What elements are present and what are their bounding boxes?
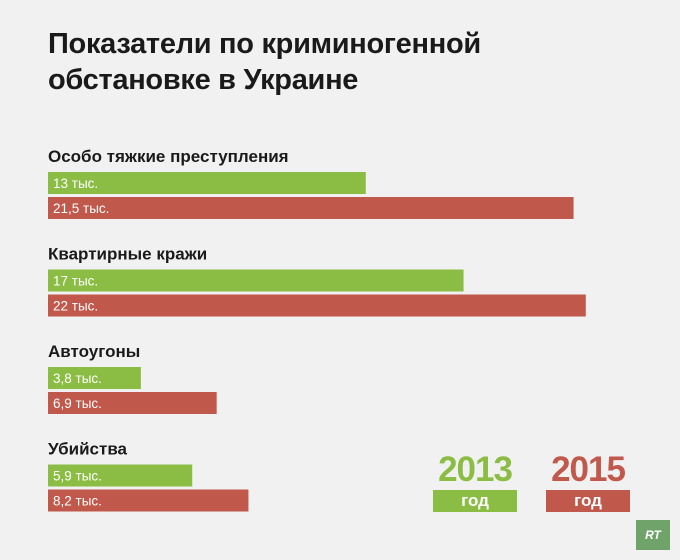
bar-2013 xyxy=(48,367,141,389)
bar-value-label: 3,8 тыс. xyxy=(53,371,102,386)
legend-2013: 2013 год xyxy=(433,452,517,512)
bar-2015 xyxy=(48,294,586,317)
bar-value-label: 21,5 тыс. xyxy=(53,201,109,216)
bar-2013 xyxy=(48,464,193,487)
bar-value-label: 13 тыс. xyxy=(53,176,98,191)
bar-value-label: 5,9 тыс. xyxy=(53,469,102,484)
bar-2015 xyxy=(48,197,574,219)
bar-2013 xyxy=(48,269,464,292)
bar-2013 xyxy=(48,172,366,194)
bar-value-label: 8,2 тыс. xyxy=(53,494,102,509)
chart-title: Показатели по криминогенной обстановке в… xyxy=(48,26,608,98)
category-label: Квартирные кражи xyxy=(48,245,207,264)
legend-unit-2015: год xyxy=(546,490,630,512)
title-line-2: обстановке в Украине xyxy=(48,64,359,96)
title-line-1: Показатели по криминогенной xyxy=(48,28,481,60)
bar-2015 xyxy=(48,392,217,414)
bar-value-label: 22 тыс. xyxy=(53,299,98,314)
category-label: Убийства xyxy=(48,440,128,459)
legend-year-2015: 2015 xyxy=(551,450,626,489)
category-label: Особо тяжкие преступления xyxy=(48,147,289,166)
legend-year-2013: 2013 xyxy=(438,450,513,489)
bar-2015 xyxy=(48,489,249,512)
legend-unit-2013: год xyxy=(433,490,517,512)
category-label: Автоугоны xyxy=(48,342,140,361)
bar-value-label: 6,9 тыс. xyxy=(53,396,102,411)
bar-value-label: 17 тыс. xyxy=(53,274,98,289)
legend-2015: 2015 год xyxy=(546,452,630,512)
rt-logo: RT xyxy=(636,520,670,550)
